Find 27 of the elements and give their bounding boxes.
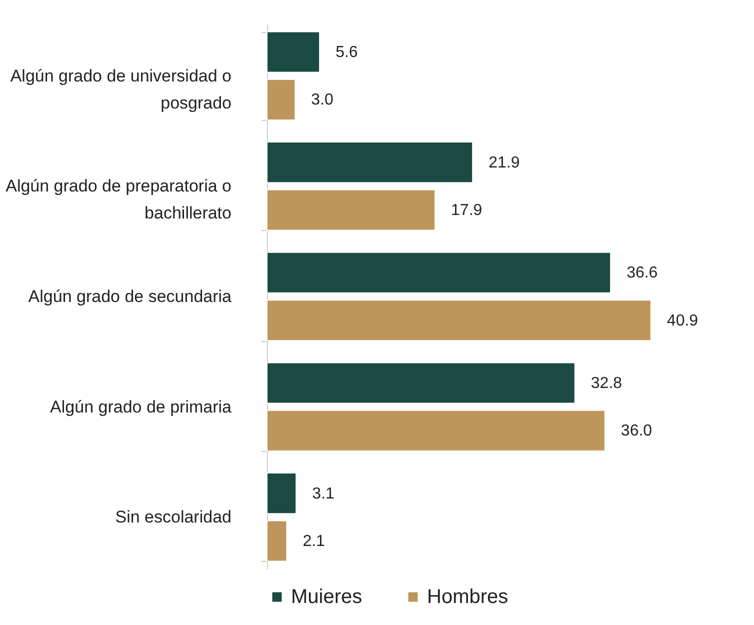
data-label: 17.9 [451, 202, 482, 220]
bar [266, 520, 288, 562]
bar [266, 142, 474, 184]
data-label: 36.0 [620, 422, 652, 440]
y-tick-label: Algún grado de preparatoria o bachillerato [6, 176, 232, 223]
data-label: 21.9 [488, 154, 520, 172]
y-tick-label: Algún grado de primaria [50, 397, 232, 416]
data-label: 5.6 [336, 44, 358, 61]
data-label: 3.0 [311, 92, 334, 109]
data-label: 32.8 [590, 374, 622, 392]
bar [266, 78, 296, 120]
bar [266, 252, 612, 294]
y-tick-label: Sin escolaridad [115, 508, 232, 527]
bar [266, 300, 652, 342]
legend-label: Muieres [291, 586, 362, 608]
y-tick-label: Algún grado de universidad o posgrado [10, 66, 232, 112]
data-label: 40.9 [666, 312, 698, 330]
bar [266, 410, 606, 452]
legend-label: Hombres [427, 586, 508, 608]
bar [266, 472, 297, 514]
data-label: 2.1 [302, 533, 326, 550]
y-tick-label: Algún grado de secundaria [28, 287, 232, 306]
bar [266, 362, 576, 404]
bar [266, 31, 320, 73]
data-label: 3.1 [312, 485, 334, 502]
bar [266, 189, 436, 231]
data-label: 36.6 [626, 264, 658, 282]
